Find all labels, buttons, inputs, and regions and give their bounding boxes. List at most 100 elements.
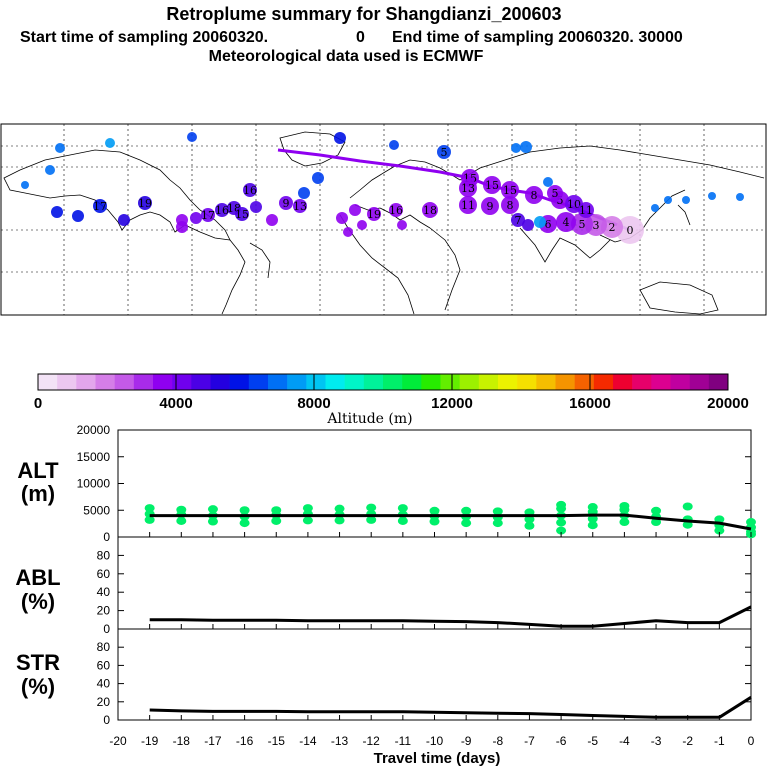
plume-point-label: 4: [563, 216, 570, 229]
alt-scatter-point: [524, 515, 535, 524]
plume-point: [397, 220, 407, 230]
plume-point: [525, 186, 543, 204]
x-tick-label: -12: [363, 734, 381, 748]
alt-scatter-point: [461, 519, 472, 528]
x-tick-label: -18: [173, 734, 191, 748]
str-unit: (%): [21, 674, 55, 699]
colorbar-cell: [651, 374, 671, 390]
plume-point: [72, 210, 84, 222]
alt-scatter-point: [271, 506, 282, 515]
plume-point-label: 13: [293, 200, 307, 213]
y-tick-label: 40: [97, 677, 111, 691]
abl-label: ABL: [15, 565, 60, 590]
y-tick-label: 5000: [83, 503, 110, 517]
colorbar-cell: [708, 374, 729, 390]
alt-scatter-point: [397, 516, 408, 525]
plume-point-label: 6: [545, 218, 552, 231]
plume-point-label: 0: [627, 224, 634, 237]
plume-point: [459, 196, 477, 214]
plume-point: [578, 202, 594, 218]
plume-point-label: 9: [283, 197, 290, 210]
alt-scatter-point: [144, 515, 155, 524]
plume-point: [547, 185, 563, 201]
y-tick-label: 20: [97, 604, 111, 618]
south-america-east-coast: [249, 242, 271, 279]
australia-coast: [639, 281, 719, 315]
plume-point: [736, 193, 744, 201]
plume-point: [389, 203, 403, 217]
x-tick-label: -5: [587, 734, 598, 748]
plume-point: [334, 132, 346, 144]
plume-point: [243, 183, 257, 197]
x-tick-label: -20: [109, 734, 127, 748]
alt-scatter-point: [239, 506, 250, 515]
abl-unit: (%): [21, 589, 55, 614]
x-axis-label: Travel time (days): [374, 750, 501, 767]
plume-point-label: 5: [579, 218, 586, 231]
colorbar-tick-label: 8000: [297, 395, 330, 412]
x-tick-label: -4: [619, 734, 630, 748]
south-asia-coast: [519, 227, 611, 263]
plume-point: [343, 227, 353, 237]
colorbar-cell: [421, 374, 441, 390]
colorbar-cell: [344, 374, 365, 390]
plume-point: [664, 196, 672, 204]
y-tick-label: 0: [103, 713, 110, 727]
plume-point: [118, 214, 130, 226]
colorbar-tick-label: 20000: [707, 395, 749, 412]
start-hour-text: 0: [356, 29, 365, 46]
y-tick-label: 20: [97, 695, 111, 709]
colorbar-cell: [172, 374, 192, 390]
plume-point-label: 11: [579, 204, 593, 217]
colorbar-cell: [555, 374, 575, 390]
plume-point: [437, 145, 451, 159]
plume-point-label: 8: [507, 199, 514, 212]
colorbar-cell: [306, 374, 326, 390]
chart-title: Retroplume summary for Shangdianzi_20060…: [166, 4, 561, 24]
plume-point: [235, 207, 249, 221]
japan-coast: [677, 204, 691, 226]
plume-point: [501, 181, 519, 199]
alt-scatter-point: [682, 502, 693, 511]
plume-point: [483, 176, 501, 194]
colorbar-cell: [229, 374, 250, 390]
colorbar-cell: [670, 374, 690, 390]
alt-scatter-point: [144, 504, 155, 513]
plume-point-label: 13: [461, 182, 475, 195]
alt-scatter-point: [334, 504, 345, 513]
colorbar-tick-label: 4000: [159, 395, 192, 412]
plume-point: [616, 216, 644, 244]
alt-unit: (m): [21, 481, 55, 506]
plume-point: [55, 143, 65, 153]
colorbar-cell: [76, 374, 96, 390]
alt-scatter-point: [207, 505, 218, 514]
plume-point: [266, 214, 278, 226]
x-tick-label: -11: [395, 734, 412, 748]
alt-scatter-point: [176, 505, 187, 514]
plume-point-label: 15: [235, 208, 249, 221]
plume-point: [556, 212, 576, 232]
x-tick-label: -10: [426, 734, 444, 748]
colorbar-tick-label: 16000: [569, 395, 611, 412]
plume-point: [93, 199, 107, 213]
colorbar-cell: [95, 374, 115, 390]
plume-point: [522, 219, 534, 231]
x-tick-label: -6: [556, 734, 567, 748]
alt-scatter-point: [619, 518, 630, 527]
x-tick-label: -2: [682, 734, 693, 748]
colorbar-cell: [210, 374, 230, 390]
plume-point-label: 5: [441, 146, 448, 159]
plume-point: [543, 177, 553, 187]
y-tick-label: 60: [97, 567, 111, 581]
asia-north-coast: [459, 145, 765, 181]
plume-point: [293, 199, 307, 213]
europe-coast: [349, 159, 461, 199]
y-tick-label: 0: [103, 622, 110, 636]
colorbar-cell: [632, 374, 652, 390]
alt-label: ALT: [17, 458, 59, 483]
plume-point: [511, 213, 525, 227]
plume-point-label: 17: [93, 200, 107, 213]
y-tick-label: 80: [97, 640, 111, 654]
x-tick-label: -15: [268, 734, 286, 748]
